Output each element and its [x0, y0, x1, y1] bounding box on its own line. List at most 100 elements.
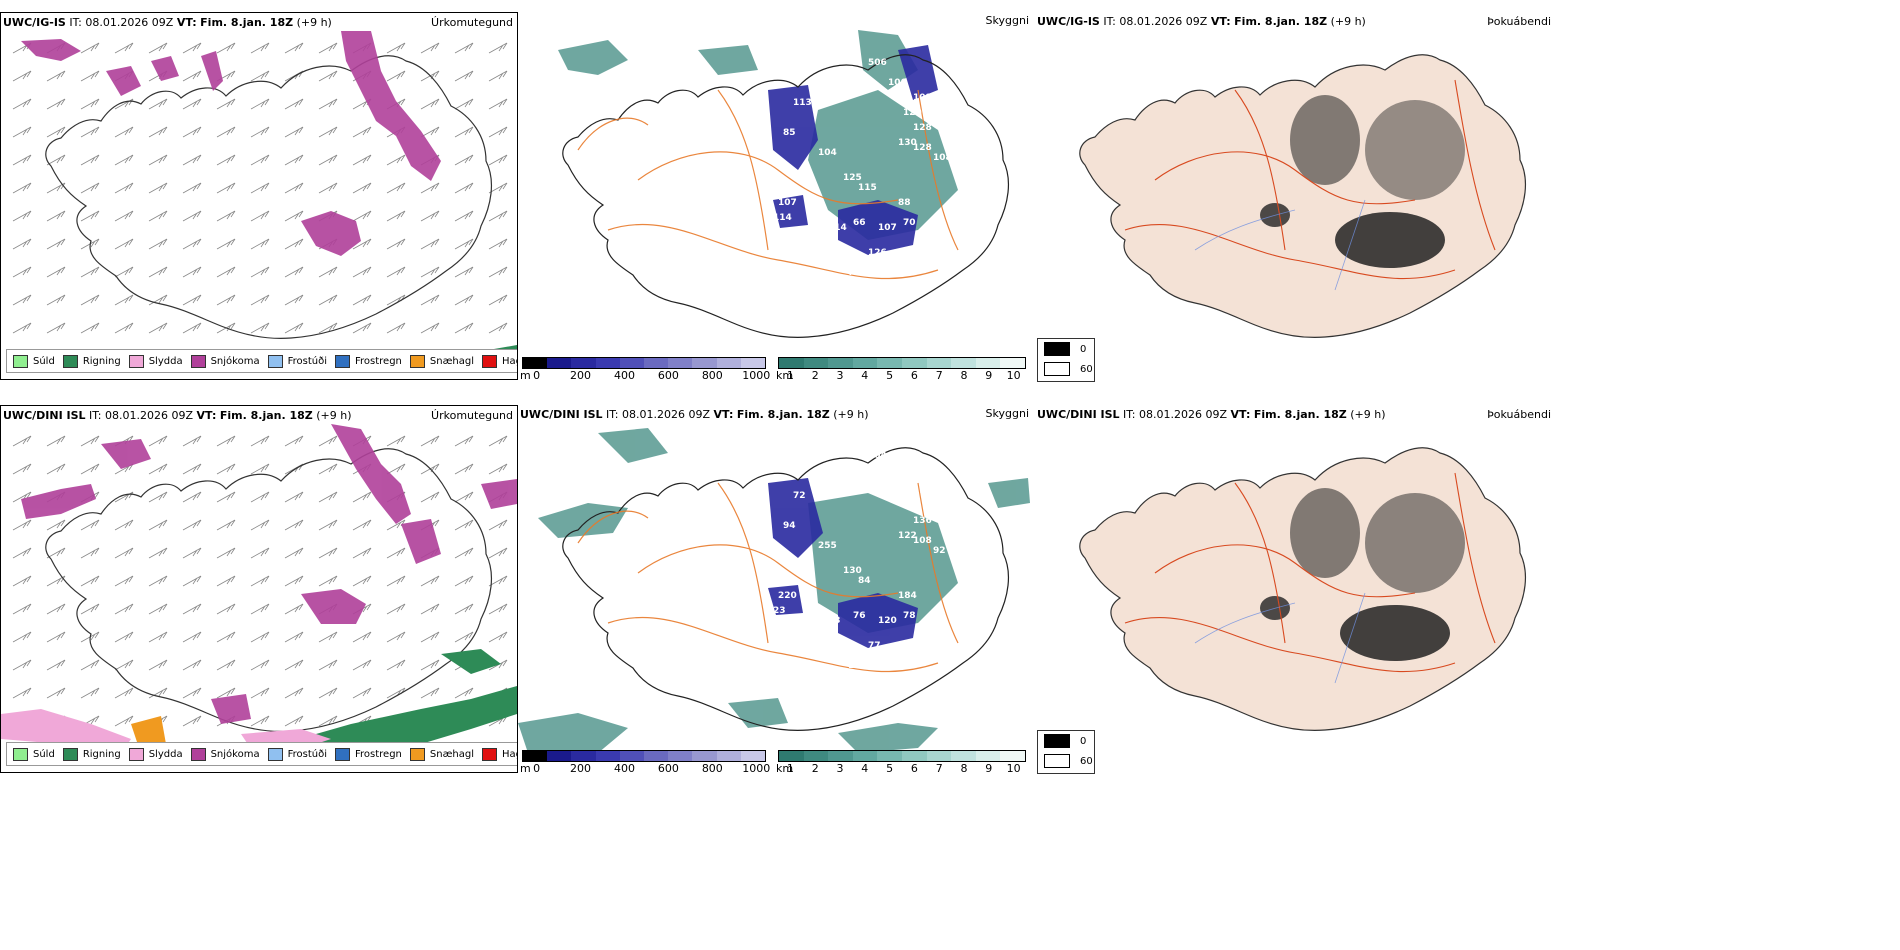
legend-swatch: [190, 354, 206, 368]
colorbar-unit: m: [520, 762, 531, 773]
legend-swatch: [482, 747, 498, 761]
cloud-base-colorbar: m 0 200 400 600 800 1000: [520, 357, 770, 380]
legend-swatch: [13, 747, 28, 761]
cloud-base-label: 128: [913, 143, 932, 153]
visibility-colorbar: km 1 2 3 4 5 6 7 8 9 10: [776, 357, 1026, 380]
legend-label: Rigning: [82, 748, 121, 760]
vt-label: VT:: [1210, 15, 1231, 28]
cloud-base-label: 93: [888, 471, 901, 481]
it-label: IT:: [1123, 408, 1136, 421]
legend-swatch: [128, 747, 144, 761]
cloud-base-label: 73: [828, 616, 841, 626]
iceland-land: [1079, 54, 1526, 338]
vt-label: VT:: [176, 16, 197, 29]
legend-swatch: [62, 354, 78, 368]
it-value: 08.01.2026 09Z: [1119, 15, 1208, 28]
model-name: UWC/IG-IS: [1037, 15, 1100, 28]
legend-label: Frostúði: [287, 355, 327, 367]
precip-type-label: Úrkomutegund: [431, 16, 513, 29]
legend-swatch: [335, 354, 350, 368]
fog-legend-label: 60: [1080, 755, 1093, 767]
iceland-outline: [562, 447, 1009, 731]
cloud-base-label: 184: [898, 591, 917, 601]
fog-indicator-label: Þokuábendi: [1487, 408, 1551, 421]
lead-time: (+9 h): [296, 16, 332, 29]
cloud-base-label: 106: [888, 78, 907, 88]
vt-value: Fim. 8.jan. 18Z: [200, 16, 294, 29]
wind-barbs: [12, 435, 508, 755]
legend-swatch: [267, 354, 283, 368]
cloud-base-map: 5061081201281301061138510412511510711411…: [558, 30, 1009, 338]
precip-type-panel-1: UWC/IG-IS IT: 08.01.2026 09Z VT: Fim. 8.…: [0, 12, 518, 380]
cloud-base-label: 112: [913, 486, 932, 496]
it-label: IT:: [69, 16, 82, 29]
cloud-base-label: 125: [843, 173, 862, 183]
cloud-base-label: 122: [898, 531, 917, 541]
lead-time: (+9 h): [1330, 15, 1366, 28]
panel-title: UWC/DINI ISL IT: 08.01.2026 09Z VT: Fim.…: [520, 408, 869, 421]
colorbar-tick-label: 7: [935, 369, 943, 380]
cloud-base-label: 108: [933, 153, 952, 163]
colorbar-unit: m: [520, 369, 531, 380]
cloud-base-label: 255: [818, 541, 837, 551]
colorbar-tick-label: 6: [910, 762, 918, 773]
fog-legend-item: 0: [1038, 731, 1094, 751]
fog-legend-item: 0: [1038, 339, 1094, 359]
legend-label: Snjókoma: [210, 355, 260, 367]
colorbar-tick-label: 6: [910, 369, 918, 380]
cloud-base-label: 72: [793, 491, 806, 501]
low-cloud-areas: [768, 478, 918, 648]
colorbar-swatches: [778, 357, 1026, 369]
colorbar-tick-label: 200: [570, 369, 592, 380]
rivers: [1194, 199, 1366, 291]
legend-item: Snjókoma: [190, 747, 260, 761]
precip-type-label: Úrkomutegund: [431, 409, 513, 422]
fog-areas: [1260, 488, 1465, 661]
colorbar-tick-label: 2: [811, 762, 819, 773]
legend-item: Rigning: [62, 747, 121, 761]
cloud-base-label: 66: [853, 218, 866, 228]
fog-legend-swatch: [1044, 342, 1070, 356]
fog-legend-item: 60: [1038, 359, 1094, 379]
colorbar-tick-label: 200: [570, 762, 592, 773]
roads: [577, 482, 959, 673]
legend-swatch: [409, 747, 425, 761]
legend-item: Snæhagl: [409, 354, 474, 368]
cloud-base-label: 23: [773, 606, 786, 616]
colorbar-tick-label: 0: [533, 762, 541, 773]
it-label: IT:: [1103, 15, 1116, 28]
it-value: 08.01.2026 09Z: [622, 408, 711, 421]
cloud-base-label: 115: [858, 183, 877, 193]
cloud-base-label: 120: [878, 616, 897, 626]
legend-item: Snjókoma: [190, 354, 260, 368]
precip-map: [12, 31, 517, 371]
colorbar-swatches: [522, 357, 766, 369]
iceland-outline: [45, 448, 492, 732]
it-label: IT:: [89, 409, 102, 422]
colorbar-swatches: [778, 750, 1026, 762]
legend-item: Slydda: [128, 354, 183, 368]
colorbar-tick-label: 5: [886, 369, 894, 380]
cloud-base-label: 144: [848, 661, 867, 671]
iceland-land: [1079, 447, 1526, 731]
fog-legend-swatch: [1044, 734, 1070, 748]
legend-label: Slydda: [148, 355, 183, 367]
cloud-base-label: 92: [933, 546, 946, 556]
colorbar-unit: km: [776, 369, 794, 380]
colorbar-tick-label: 600: [657, 762, 679, 773]
fog-legend-swatch: [1044, 754, 1070, 768]
precip-type-panel-2: UWC/DINI ISL IT: 08.01.2026 09Z VT: Fim.…: [0, 405, 518, 773]
legend-item: Rigning: [62, 354, 121, 368]
colorbar-unit: km: [776, 762, 794, 773]
legend-label: Rigning: [82, 355, 121, 367]
colorbar-tick-label: 10: [1006, 762, 1021, 773]
cloud-base-label: 84: [858, 576, 871, 586]
model-name: UWC/IG-IS: [3, 16, 66, 29]
cloud-base-label: 88: [898, 198, 911, 208]
colorbar-tick-label: 3: [836, 762, 844, 773]
cloud-base-label: 195: [648, 466, 667, 476]
colorbar-tick-label: 7: [935, 762, 943, 773]
colorbar-tick-label: 1: [786, 369, 794, 380]
colorbar-tick-label: 9: [985, 762, 993, 773]
